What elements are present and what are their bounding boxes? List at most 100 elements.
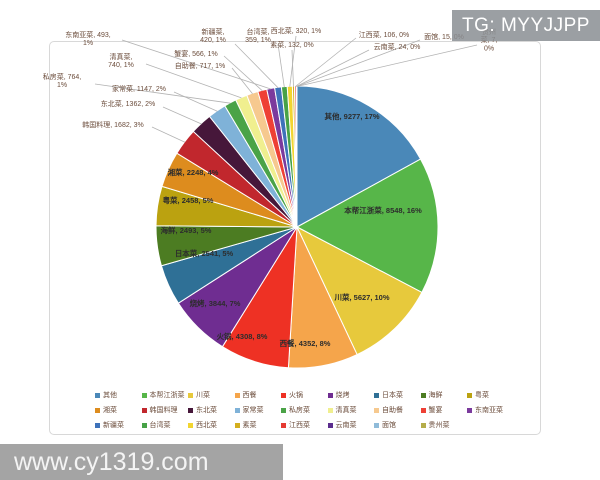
- legend-label: 本帮江浙菜: [149, 392, 185, 399]
- leader-line: [223, 55, 263, 92]
- legend-row: 新疆菜 台湾菜 西北菜 素菜 江西菜 云南菜 面馆 贵州菜: [95, 418, 537, 433]
- legend-item: 火锅: [281, 392, 328, 399]
- legend-swatch: [467, 393, 472, 398]
- legend-item: 川菜: [188, 392, 235, 399]
- pie-slice: [296, 226, 423, 356]
- legend-label: 粤菜: [475, 392, 489, 399]
- legend-label: 火锅: [289, 392, 303, 399]
- legend-label: 东北菜: [196, 407, 217, 414]
- legend-swatch: [234, 423, 240, 428]
- legend-label: 湘菜: [103, 407, 117, 414]
- legend-label: 川菜: [196, 392, 210, 399]
- legend-label: 江西菜: [289, 422, 310, 429]
- legend-label: 面馆: [382, 422, 396, 429]
- legend-swatch: [420, 393, 426, 398]
- legend-swatch: [281, 408, 286, 413]
- legend-item: 湘菜: [95, 407, 142, 414]
- leader-line: [145, 63, 242, 99]
- legend-item: 韩国料理: [141, 407, 189, 414]
- slice-label: 湘菜, 2248, 4%: [168, 167, 219, 177]
- leader-line: [151, 126, 186, 143]
- slice-label: 本帮江浙菜, 8548, 16%: [343, 205, 422, 215]
- legend-label: 海鲜: [428, 392, 443, 399]
- legend-item: 蟹宴: [420, 407, 468, 414]
- slice-label: 日本菜, 2541, 5%: [175, 248, 234, 258]
- slice-label: 海鲜, 2493, 5%: [161, 225, 212, 235]
- callout-label: 台湾菜, 359, 1%: [245, 27, 271, 44]
- legend-swatch: [467, 408, 472, 413]
- chart-legend: 其他 本帮江浙菜 川菜 西餐 火锅 烧烤 日本菜 海鲜 粤菜 湘菜 韩国料理 东北菜 家常菜 私房菜 清真菜…: [95, 388, 537, 433]
- legend-label: 家常菜: [242, 407, 264, 414]
- legend-label: 私房菜: [289, 407, 310, 414]
- legend-item: 面馆: [374, 422, 421, 429]
- legend-label: 烧烤: [335, 392, 350, 399]
- legend-item: 云南菜: [327, 422, 375, 429]
- legend-swatch: [188, 393, 193, 398]
- watermark-bottom-bar: www.cy1319.com: [0, 444, 283, 480]
- leader-line: [121, 39, 271, 90]
- legend-item: 新疆菜: [95, 422, 142, 429]
- legend-swatch: [327, 423, 333, 428]
- legend-item: 西餐: [234, 392, 282, 399]
- leader-line: [289, 35, 297, 87]
- legend-swatch: [327, 408, 333, 413]
- legend-item: 海鲜: [420, 392, 468, 399]
- watermark-bottom-text: www.cy1319.com: [14, 447, 209, 476]
- leader-line: [234, 43, 279, 89]
- callout-label: 私房菜, 764, 1%: [43, 72, 82, 89]
- legend-item: 东南亚菜: [467, 407, 514, 414]
- leader-line: [296, 44, 478, 87]
- callout-label: 蟹宴, 566, 1%: [174, 49, 218, 58]
- callout-label: 家常菜, 1147, 2%: [112, 84, 166, 93]
- legend-label: 云南菜: [335, 422, 357, 429]
- callout-label: 东南亚菜, 493, 1%: [65, 30, 111, 47]
- legend-swatch: [374, 408, 379, 413]
- legend-label: 自助餐: [382, 407, 403, 414]
- callout-label: 面馆, 15, 0%: [424, 32, 464, 41]
- legend-item: 私房菜: [281, 407, 328, 414]
- legend-row: 湘菜 韩国料理 东北菜 家常菜 私房菜 清真菜 自助餐 蟹宴 东南亚菜: [95, 403, 537, 418]
- callout-label: 新疆菜, 420, 1%: [200, 27, 226, 44]
- legend-swatch: [95, 423, 100, 428]
- legend-swatch: [234, 393, 240, 398]
- legend-swatch: [234, 408, 240, 413]
- callout-label: 云南菜, 24, 0%: [374, 42, 421, 51]
- legend-item: 家常菜: [234, 407, 282, 414]
- callout-label: 清真菜, 740, 1%: [108, 52, 134, 69]
- legend-swatch: [141, 393, 147, 398]
- pie-slice: [296, 85, 422, 228]
- callout-label: 韩国料理, 1682, 3%: [82, 120, 143, 129]
- watermark-top-bar: TG: MYYJJPP: [452, 10, 600, 41]
- legend-swatch: [374, 393, 379, 398]
- legend-item: 台湾菜: [141, 422, 189, 429]
- legend-item: 东北菜: [188, 407, 235, 414]
- legend-label: 西餐: [242, 392, 257, 399]
- legend-item: 本帮江浙菜: [141, 392, 189, 399]
- leader-line: [295, 37, 357, 87]
- callout-label: 西北菜, 320, 1%: [271, 26, 322, 35]
- legend-swatch: [374, 423, 379, 428]
- leader-line: [291, 49, 294, 87]
- pie-slice: [296, 158, 439, 293]
- callout-label: 素菜, 132, 0%: [270, 40, 314, 49]
- legend-label: 台湾菜: [149, 422, 171, 429]
- leader-line: [296, 49, 370, 87]
- legend-label: 贵州菜: [428, 422, 450, 429]
- legend-label: 新疆菜: [103, 422, 124, 429]
- legend-label: 蟹宴: [428, 407, 443, 414]
- legend-swatch: [141, 408, 147, 413]
- legend-label: 韩国料理: [149, 407, 178, 414]
- legend-swatch: [281, 423, 286, 428]
- legend-item: 西北菜: [188, 422, 235, 429]
- slice-label: 烧烤, 3844, 7%: [190, 298, 241, 308]
- slice-label: 西餐, 4352, 8%: [280, 338, 331, 348]
- legend-item: 其他: [95, 392, 142, 399]
- leader-line: [277, 43, 285, 88]
- slice-label: 粤菜, 2458, 5%: [163, 195, 214, 205]
- legend-item: 素菜: [234, 422, 282, 429]
- legend-item: 自助餐: [374, 407, 421, 414]
- legend-swatch: [327, 393, 333, 398]
- leader-line: [162, 106, 202, 125]
- watermark-top-text: TG: MYYJJPP: [462, 14, 590, 36]
